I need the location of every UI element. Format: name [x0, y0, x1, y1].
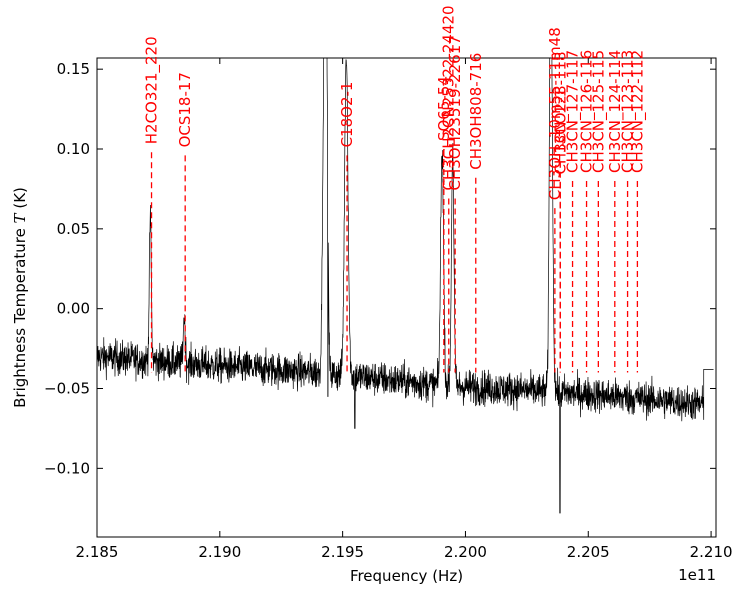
line-label: CH3CN_127-117	[564, 50, 583, 173]
line-label: SO65-54	[435, 76, 453, 141]
line-label: CH3CN_123-113	[619, 50, 638, 173]
line-label: CH3CN_124-114	[606, 50, 625, 173]
y-tick-label: 0.10	[57, 140, 90, 158]
y-axis-label-prefix: Brightness Temperature	[11, 223, 29, 407]
line-label: CH3OH808-716	[467, 53, 485, 170]
x-tick-label: 2.200	[444, 543, 487, 561]
line-label: CH3CN_125-115	[589, 50, 608, 173]
plot-area	[97, 58, 714, 514]
line-label: OCS18-17	[176, 72, 194, 147]
y-tick-label: 0.00	[57, 300, 90, 318]
axes-frame	[96, 57, 717, 538]
line-label: CH3CN_128-118	[551, 51, 570, 174]
y-axis: 0.15 0.10 0.05 0.00 −0.05 −0.10	[44, 60, 716, 477]
x-tick-label: 2.195	[321, 543, 364, 561]
y-tick-label: 0.15	[57, 60, 90, 78]
spectrum-line	[97, 58, 714, 514]
x-tick-label: 2.185	[76, 543, 119, 561]
x-axis-label: Frequency (Hz)	[350, 567, 463, 585]
line-label: H2CO321_220	[143, 36, 162, 144]
line-label: CH3OH_10m55-11m48	[546, 27, 565, 200]
line-label: C18O2-1	[338, 82, 356, 148]
line-label: CH3CH2CN25322-24420	[440, 5, 458, 190]
line-label: 13CO2-1	[551, 88, 569, 154]
line-label: CH3CN_126-116	[578, 50, 597, 173]
y-axis-label: Brightness Temperature T (K)	[11, 187, 29, 408]
x-tick-label: 2.190	[198, 543, 241, 561]
y-tick-label: −0.05	[44, 380, 90, 398]
x-axis-offset-label: 1e11	[678, 566, 716, 584]
y-axis-label-variable: T	[11, 212, 29, 223]
x-tick-label: 2.210	[690, 543, 733, 561]
line-label: CH3CN_122-112	[628, 50, 647, 173]
x-axis: 2.185 2.190 2.195 2.200 2.205 2.210	[76, 58, 733, 561]
x-tick-label: 2.205	[567, 543, 610, 561]
y-tick-label: 0.05	[57, 220, 90, 238]
y-axis-label-suffix: (K)	[11, 187, 29, 213]
line-label: CH3OH23519-22617	[446, 35, 464, 190]
y-tick-label: −0.10	[44, 459, 90, 477]
